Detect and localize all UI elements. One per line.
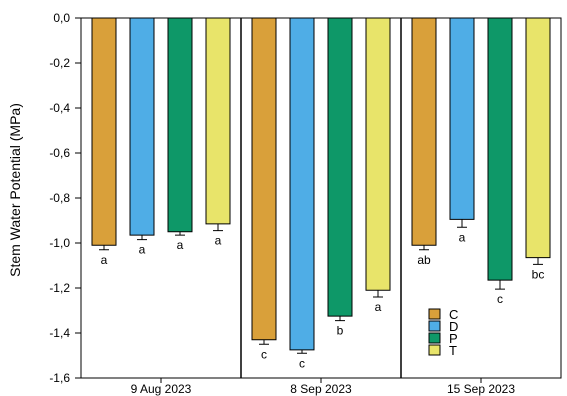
y-tick-label: -0,6	[49, 146, 70, 160]
significance-letter: a	[375, 300, 382, 314]
bar	[205, 17, 231, 225]
y-tick-label: -1,6	[49, 371, 70, 385]
y-tick-label: -1,2	[49, 281, 70, 295]
bar	[251, 17, 277, 341]
significance-letter: a	[459, 230, 466, 244]
bar	[411, 17, 437, 246]
significance-letter: a	[177, 238, 184, 252]
bar	[487, 17, 513, 281]
bar	[365, 17, 391, 291]
significance-letter: a	[215, 234, 222, 248]
bar	[327, 17, 353, 317]
bar	[167, 17, 193, 233]
y-tick-label: -0,2	[49, 56, 70, 70]
significance-letter: c	[261, 347, 267, 361]
significance-letter: c	[497, 292, 503, 306]
x-tick-label: 8 Sep 2023	[290, 382, 352, 396]
significance-letter: a	[101, 253, 108, 267]
x-tick-label: 15 Sep 2023	[447, 382, 515, 396]
significance-letter: ab	[417, 253, 431, 267]
significance-letter: a	[139, 243, 146, 257]
bar	[289, 17, 315, 351]
significance-letter: c	[299, 356, 305, 370]
legend-label: T	[449, 343, 457, 358]
legend-swatch	[428, 308, 441, 320]
bar	[91, 17, 117, 246]
bars	[91, 17, 551, 354]
legend-label: P	[449, 331, 458, 346]
legend-label: C	[449, 307, 458, 322]
significance-letter: b	[337, 324, 344, 338]
y-tick-label: -1,0	[49, 236, 70, 250]
y-axis-title: Stem Water Potential (MPa)	[7, 103, 23, 277]
bar	[129, 17, 155, 236]
y-tick-label: -0,8	[49, 191, 70, 205]
axes: 0,0 -0,2 -0,4 -0,6 -0,8 -1,0 -1,2 -1,4 -1,6 9 Aug…	[49, 11, 562, 396]
y-tick-label: 0,0	[53, 11, 70, 25]
y-tick-label: -1,4	[49, 326, 70, 340]
bar	[449, 17, 475, 220]
legend-swatch	[428, 344, 441, 356]
legend-swatch	[428, 332, 441, 344]
y-tick-label: -0,4	[49, 101, 70, 115]
significance-labels: a a a a c c b a ab a c bc	[101, 230, 545, 370]
legend-swatch	[428, 320, 441, 332]
bar	[525, 17, 551, 259]
legend-label: D	[449, 319, 458, 334]
x-tick-label: 9 Aug 2023	[131, 382, 192, 396]
significance-letter: bc	[532, 267, 545, 281]
